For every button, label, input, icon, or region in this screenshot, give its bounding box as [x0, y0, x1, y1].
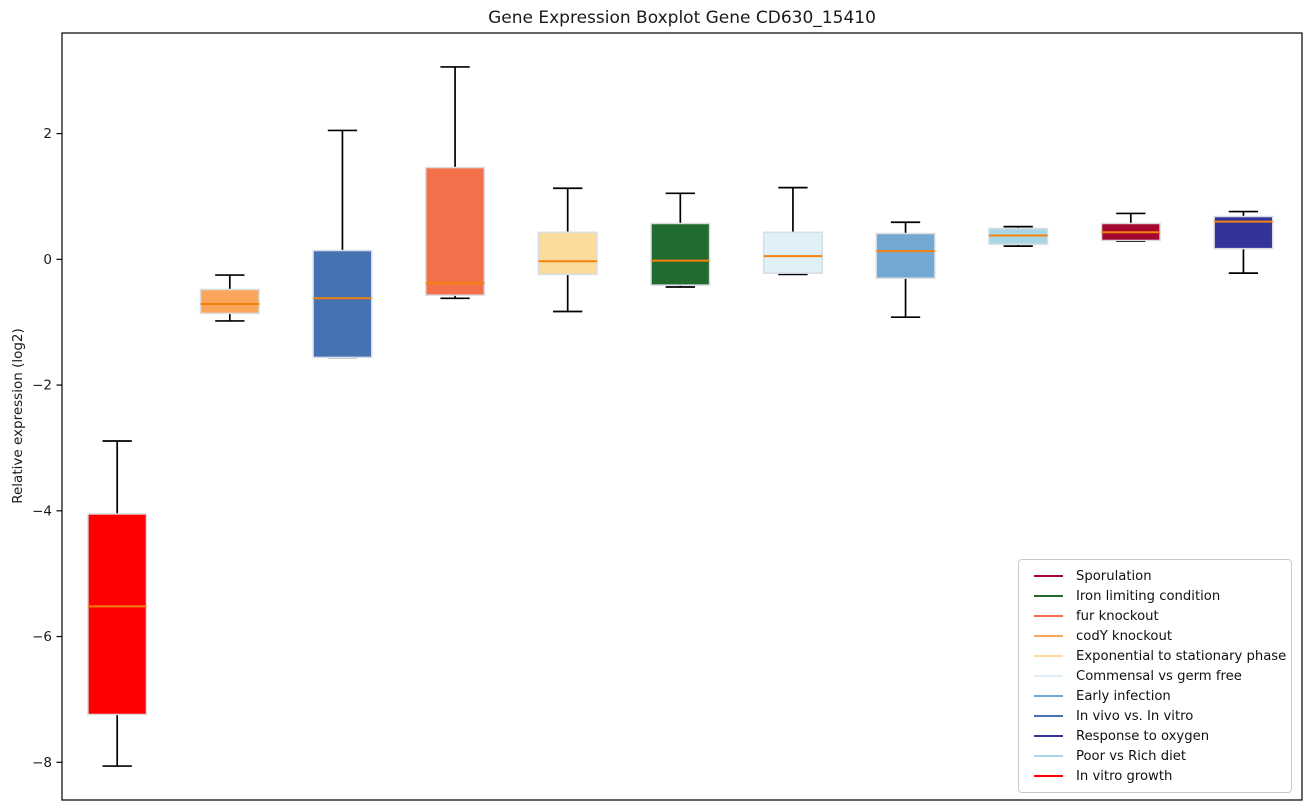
- legend-swatch: [1034, 774, 1063, 778]
- legend-label: Early infection: [1076, 688, 1171, 704]
- iqr-box: [762, 231, 823, 274]
- box-fur-knockout: [425, 66, 486, 300]
- legend-swatch: [1034, 654, 1063, 658]
- box-exponential-to-stationary-phase: [537, 187, 598, 313]
- y-tick-label: −2: [32, 378, 52, 394]
- y-tick-label: −8: [32, 755, 52, 771]
- box-sporulation: [1100, 212, 1161, 242]
- legend-label: Iron limiting condition: [1076, 588, 1221, 604]
- legend-label: Response to oxygen: [1076, 728, 1210, 744]
- box-commensal-vs-germ-free: [762, 186, 823, 276]
- axes-frame: [61, 32, 1303, 801]
- legend-label: fur knockout: [1076, 608, 1159, 624]
- box-iron-limiting-condition: [650, 192, 711, 288]
- legend-swatch: [1034, 574, 1063, 578]
- legend-item-fur-knockout: fur knockout: [1028, 606, 1283, 626]
- y-tick-label: 0: [43, 252, 52, 268]
- legend-swatch: [1034, 754, 1063, 758]
- iqr-box: [312, 249, 373, 359]
- legend-swatch: [1034, 734, 1063, 738]
- legend-label: codY knockout: [1076, 628, 1173, 644]
- y-tick-label: −4: [32, 503, 52, 519]
- legend-swatch: [1034, 614, 1063, 618]
- box-in-vitro-growth: [87, 440, 148, 767]
- iqr-box: [87, 513, 148, 716]
- iqr-box: [199, 288, 260, 315]
- legend-item-in-vivo-vs-in-vitro: In vivo vs. In vitro: [1028, 706, 1283, 726]
- legend-item-sporulation: Sporulation: [1028, 566, 1283, 586]
- legend-label: Sporulation: [1076, 568, 1152, 584]
- iqr-box: [425, 166, 486, 296]
- legend-label: In vivo vs. In vitro: [1076, 708, 1194, 724]
- iqr-box: [875, 232, 936, 279]
- legend-swatch: [1034, 694, 1063, 698]
- legend-item-iron-limiting-condition: Iron limiting condition: [1028, 586, 1283, 606]
- iqr-box: [537, 231, 598, 276]
- box-cody-knockout: [199, 274, 260, 322]
- legend-label: Exponential to stationary phase: [1076, 648, 1287, 664]
- box-in-vivo-vs-in-vitro: [312, 129, 373, 359]
- legend-item-exponential-to-stationary-phase: Exponential to stationary phase: [1028, 646, 1287, 666]
- legend-label: Poor vs Rich diet: [1076, 748, 1187, 764]
- chart-title: Gene Expression Boxplot Gene CD630_15410: [488, 8, 876, 28]
- legend-item-in-vitro-growth: In vitro growth: [1028, 766, 1283, 786]
- iqr-box: [650, 222, 711, 286]
- legend-label: Commensal vs germ free: [1076, 668, 1242, 684]
- legend-swatch: [1034, 634, 1063, 638]
- legend-swatch: [1034, 714, 1063, 718]
- legend: Sporulation Iron limiting condition fur kn…: [1018, 559, 1292, 793]
- legend-item-cody-knockout: codY knockout: [1028, 626, 1283, 646]
- y-tick-label: −6: [32, 629, 52, 645]
- legend-item-commensal-vs-germ-free: Commensal vs germ free: [1028, 666, 1283, 686]
- legend-swatch: [1034, 594, 1063, 598]
- box-poor-vs-rich-diet: [988, 225, 1049, 247]
- y-tick-label: 2: [43, 126, 52, 142]
- legend-item-early-infection: Early infection: [1028, 686, 1283, 706]
- box-response-to-oxygen: [1213, 210, 1274, 275]
- legend-item-response-to-oxygen: Response to oxygen: [1028, 726, 1283, 746]
- box-early-infection: [875, 221, 936, 319]
- legend-swatch: [1034, 674, 1063, 678]
- legend-item-poor-vs-rich-diet: Poor vs Rich diet: [1028, 746, 1283, 766]
- legend-label: In vitro growth: [1076, 768, 1173, 784]
